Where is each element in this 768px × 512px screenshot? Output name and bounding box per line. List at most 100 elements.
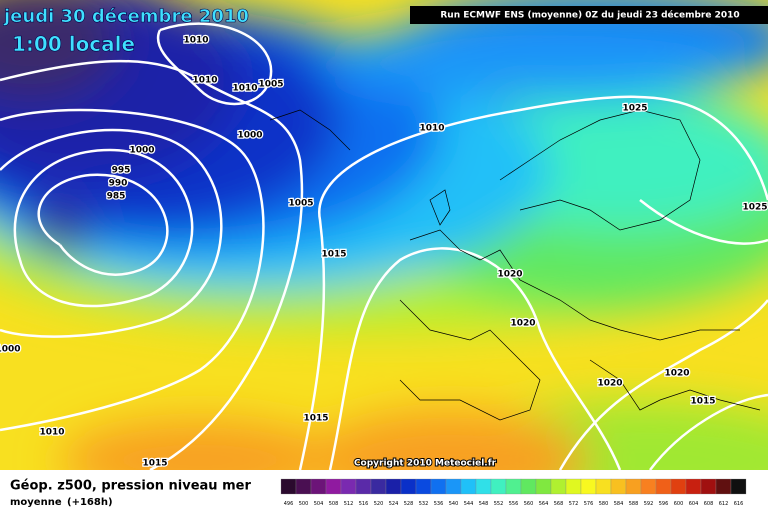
scale-label: 560 — [524, 501, 534, 507]
scale-label: 520 — [374, 501, 384, 507]
scale-swatch — [400, 478, 417, 495]
scale-swatch — [295, 478, 312, 495]
isobar-label: 1010 — [183, 36, 208, 46]
scale-label: 572 — [569, 501, 579, 507]
isobar-label: 1000 — [0, 345, 21, 355]
scale-label: 564 — [539, 501, 549, 507]
scale-label: 556 — [509, 501, 519, 507]
isobar-labels: 1010 1010 1010 1005 1000 1000 995 990 98… — [0, 34, 768, 470]
scale-swatch — [595, 478, 612, 495]
scale-label: 504 — [314, 501, 324, 507]
scale-swatch — [460, 478, 477, 495]
scale-swatch — [625, 478, 642, 495]
scale-label: 568 — [554, 501, 564, 507]
scale-swatch — [670, 478, 687, 495]
isobar-label: 1015 — [303, 414, 328, 424]
isobar-label: 1020 — [510, 319, 535, 329]
date: jeudi 30 décembre 2010 — [3, 6, 249, 27]
coastlines — [269, 109, 761, 421]
isobar-label: 1010 — [232, 84, 257, 94]
scale-swatch — [715, 478, 732, 495]
scale-swatch — [655, 478, 672, 495]
isobar-label: 1015 — [142, 459, 167, 469]
isobar-label: 1020 — [597, 379, 622, 389]
scale-swatch — [490, 478, 507, 495]
isobar-label: 1020 — [497, 270, 522, 280]
isobar-label: 1005 — [288, 199, 313, 209]
isobar-label: 995 — [112, 166, 131, 176]
scale-swatch — [445, 478, 462, 495]
scale-label: 612 — [719, 501, 729, 507]
scale-swatch — [370, 478, 387, 495]
scale-swatch — [280, 478, 297, 495]
scale-swatch — [565, 478, 582, 495]
scale-swatch — [580, 478, 597, 495]
isobar-label: 990 — [109, 179, 128, 189]
scale-swatch — [535, 478, 552, 495]
scale-swatch — [340, 478, 357, 495]
scale-swatch — [475, 478, 492, 495]
isobar-label: 1015 — [690, 397, 715, 407]
scale-label: 576 — [584, 501, 594, 507]
scale-label: 616 — [734, 501, 744, 507]
isobar-label: 1005 — [258, 80, 283, 90]
isobar-label: 1000 — [129, 146, 154, 156]
scale-label: 552 — [494, 501, 504, 507]
isobar-label: 985 — [107, 192, 126, 202]
scale-label: 588 — [629, 501, 639, 507]
scale-swatch — [505, 478, 522, 495]
scale-label: 596 — [659, 501, 669, 507]
scale-swatch — [700, 478, 717, 495]
copyright: Copyright 2010 Meteociel.fr — [354, 459, 497, 469]
scale-label: 608 — [704, 501, 714, 507]
legend-subtitle: moyenne — [10, 497, 62, 508]
isobar-lines — [0, 22, 768, 470]
scale-swatch — [310, 478, 327, 495]
scale-label: 540 — [449, 501, 459, 507]
scale-label: 536 — [434, 501, 444, 507]
color-scale: 496 500 504 508 512 516 520 524 528 532 536 540 544 5… — [280, 478, 747, 507]
legend-title: Géop. z500, pression niveau mer — [10, 479, 251, 494]
scale-label: 584 — [614, 501, 624, 507]
isobar-label: 1025 — [622, 104, 647, 114]
scale-label: 508 — [329, 501, 339, 507]
scale-label: 600 — [674, 501, 684, 507]
scale-swatch — [325, 478, 342, 495]
scale-label: 512 — [344, 501, 354, 507]
scale-swatch — [520, 478, 537, 495]
scale-swatch — [355, 478, 372, 495]
run-info: Run ECMWF ENS (moyenne) 0Z du jeudi 23 d… — [440, 10, 739, 21]
scale-swatch — [385, 478, 402, 495]
scale-swatch — [550, 478, 567, 495]
scale-label: 528 — [404, 501, 414, 507]
scale-swatch — [430, 478, 447, 495]
isobar-label: 1010 — [419, 124, 444, 134]
run-box — [410, 6, 768, 24]
scale-swatch — [610, 478, 627, 495]
scale-label: 604 — [689, 501, 699, 507]
scale-label: 592 — [644, 501, 654, 507]
isobar-label: 1010 — [192, 76, 217, 86]
scale-label: 516 — [359, 501, 369, 507]
isobar-label: 1025 — [742, 203, 767, 213]
isobar-label: 1000 — [237, 131, 262, 141]
scale-swatch — [640, 478, 657, 495]
legend-lead: (+168h) — [67, 497, 113, 508]
scale-label: 500 — [299, 501, 309, 507]
scale-label: 544 — [464, 501, 474, 507]
scale-label: 532 — [419, 501, 429, 507]
isobar-label: 1015 — [321, 250, 346, 260]
scale-label: 524 — [389, 501, 399, 507]
scale-label: 580 — [599, 501, 609, 507]
isobar-label: 1020 — [664, 369, 689, 379]
isobar-label: 1010 — [39, 428, 64, 438]
scale-swatch — [415, 478, 432, 495]
scale-label: 548 — [479, 501, 489, 507]
scale-swatch — [685, 478, 702, 495]
time: 1:00 locale — [12, 32, 135, 56]
scale-label: 496 — [284, 501, 294, 507]
scale-swatch — [730, 478, 747, 495]
